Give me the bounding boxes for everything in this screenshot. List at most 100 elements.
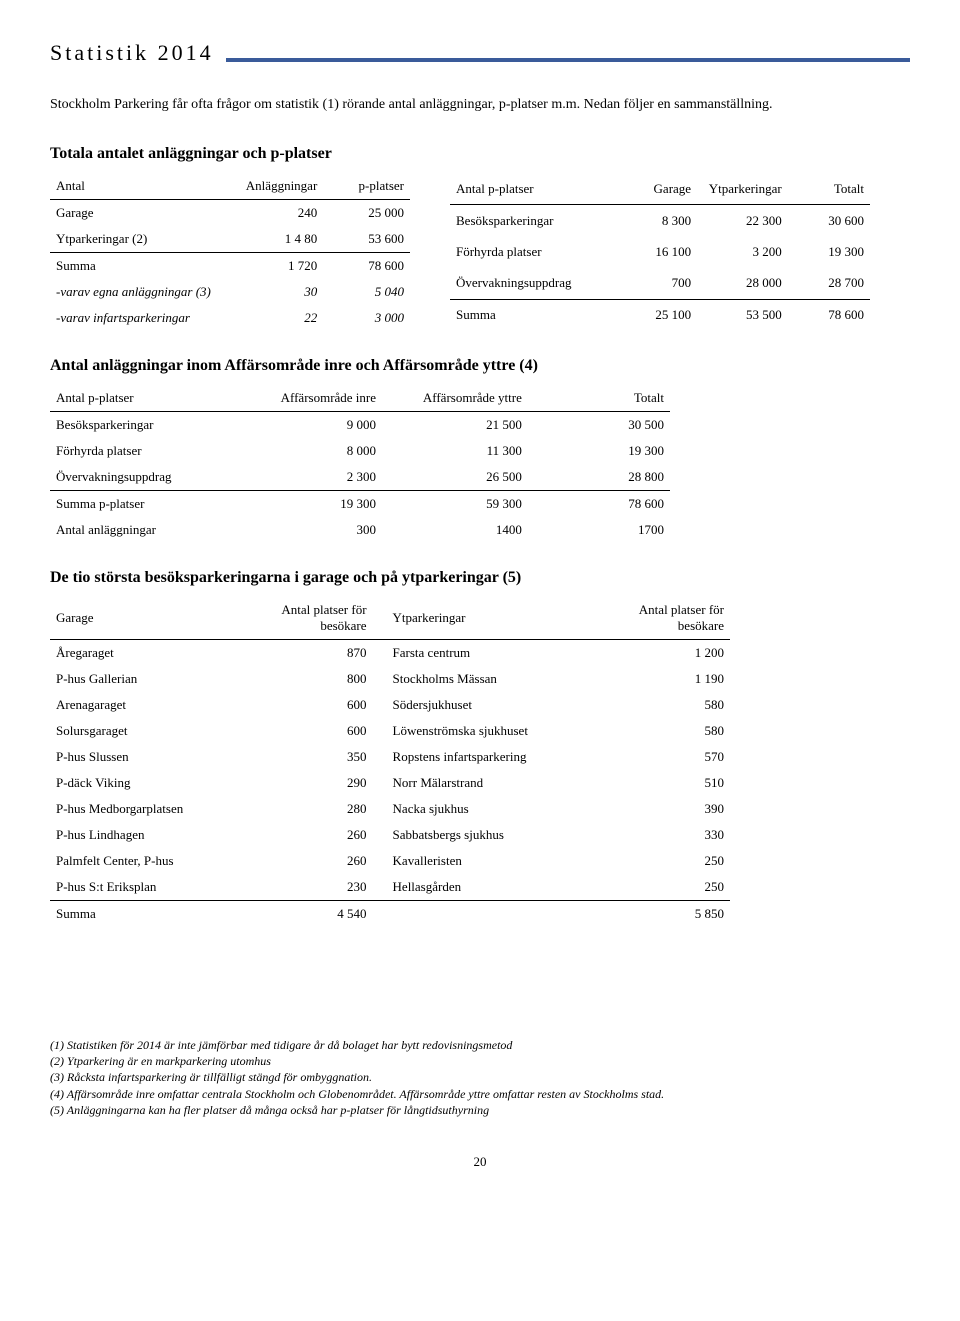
cell: 59 300 [382,491,528,518]
cell: 16 100 [613,236,697,267]
cell: 260 [247,822,372,848]
cell: Farsta centrum [373,640,605,667]
table-row: Besöksparkeringar 8 300 22 300 30 600 [450,205,870,237]
cell: Summa p-platser [50,491,236,518]
cell: 390 [605,796,730,822]
cell: 230 [247,874,372,901]
table-row: Övervakningsuppdrag 2 300 26 500 28 800 [50,464,670,491]
cell: 22 300 [697,205,788,237]
cell: P-däck Viking [50,770,247,796]
cell: Ropstens infartsparkering [373,744,605,770]
cell: Åregaraget [50,640,247,667]
table-row: P-däck Viking290Norr Mälarstrand510 [50,770,730,796]
cell: 240 [232,200,323,227]
page-header: Statistik 2014 [50,40,910,66]
cell: 30 600 [788,205,870,237]
cell: Palmfelt Center, P-hus [50,848,247,874]
col-label: Ytparkeringar [697,173,788,205]
col-label: Affärsområde yttre [382,385,528,412]
table-row-sub: -varav infartsparkeringar 22 3 000 [50,305,410,331]
cell: 1 4 80 [232,226,323,253]
cell: P-hus Medborgarplatsen [50,796,247,822]
cell: 5 040 [323,279,410,305]
cell: 290 [247,770,372,796]
cell: 9 000 [236,412,382,439]
table-row: Förhyrda platser 16 100 3 200 19 300 [450,236,870,267]
cell: 800 [247,666,372,692]
cell: Norr Mälarstrand [373,770,605,796]
table-row-sum: Summa 4 540 5 850 [50,901,730,928]
table-row-sum: Summa 25 100 53 500 78 600 [450,299,870,331]
cell: 8 000 [236,438,382,464]
cell: 19 300 [236,491,382,518]
cell: Besöksparkeringar [50,412,236,439]
table-row: P-hus Lindhagen260Sabbatsbergs sjukhus33… [50,822,730,848]
col-label: Antal p-platser [450,173,613,205]
cell: Garage [50,200,232,227]
footnote: (3) Råcksta infartsparkering är tillfäll… [50,1069,910,1085]
cell: 580 [605,692,730,718]
cell: Förhyrda platser [50,438,236,464]
cell: 25 000 [323,200,410,227]
table-row: Garage 240 25 000 [50,200,410,227]
page-title: Statistik 2014 [50,40,226,66]
cell: Summa [50,901,247,928]
footnote: (2) Ytparkering är en markparkering utom… [50,1053,910,1069]
table-row: Palmfelt Center, P-hus260Kavalleristen25… [50,848,730,874]
cell: Förhyrda platser [450,236,613,267]
col-label: Antal platser för besökare [247,597,372,640]
col-label: Anläggningar [232,173,323,200]
table-row: Övervakningsuppdrag 700 28 000 28 700 [450,268,870,300]
table-row: Antal anläggningar 300 1400 1700 [50,517,670,543]
cell: Summa [450,299,613,331]
cell: Kavalleristen [373,848,605,874]
cell: Solursgaraget [50,718,247,744]
cell: 700 [613,268,697,300]
cell: 300 [236,517,382,543]
page-number: 20 [50,1154,910,1170]
footnote: (1) Statistiken för 2014 är inte jämförb… [50,1037,910,1053]
cell: 250 [605,848,730,874]
cell: 570 [605,744,730,770]
cell: 260 [247,848,372,874]
cell: 870 [247,640,372,667]
cell: 3 200 [697,236,788,267]
table-row: P-hus Gallerian800Stockholms Mässan1 190 [50,666,730,692]
cell: 28 700 [788,268,870,300]
cell: Antal anläggningar [50,517,236,543]
cell: Sabbatsbergs sjukhus [373,822,605,848]
col-label: Garage [613,173,697,205]
col-label: Antal [50,173,232,200]
cell: 280 [247,796,372,822]
header-rule [226,58,910,62]
cell: 30 [232,279,323,305]
cell: 1 200 [605,640,730,667]
cell: 53 500 [697,299,788,331]
table-row: Solursgaraget600Löwenströmska sjukhuset5… [50,718,730,744]
cell: 26 500 [382,464,528,491]
cell: 30 500 [528,412,670,439]
cell: 1400 [382,517,528,543]
cell [373,901,605,928]
table-top10: Garage Antal platser för besökare Ytpark… [50,597,730,927]
cell: P-hus Lindhagen [50,822,247,848]
table-affarsomrade: Antal p-platser Affärsområde inre Affärs… [50,385,670,543]
table-row: Förhyrda platser 8 000 11 300 19 300 [50,438,670,464]
col-label: Totalt [788,173,870,205]
cell: 21 500 [382,412,528,439]
cell: 22 [232,305,323,331]
cell: Södersjukhuset [373,692,605,718]
cell: P-hus Slussen [50,744,247,770]
cell: 4 540 [247,901,372,928]
footnotes: (1) Statistiken för 2014 är inte jämförb… [50,1037,910,1118]
cell: 250 [605,874,730,901]
cell: 600 [247,692,372,718]
col-label: Garage [50,597,247,640]
intro-text: Stockholm Parkering får ofta frågor om s… [50,94,910,115]
cell: 5 850 [605,901,730,928]
table-row: P-hus S:t Eriksplan230Hellasgården250 [50,874,730,901]
cell: Övervakningsuppdrag [450,268,613,300]
cell: P-hus S:t Eriksplan [50,874,247,901]
cell: 1700 [528,517,670,543]
table-row: Åregaraget870Farsta centrum1 200 [50,640,730,667]
